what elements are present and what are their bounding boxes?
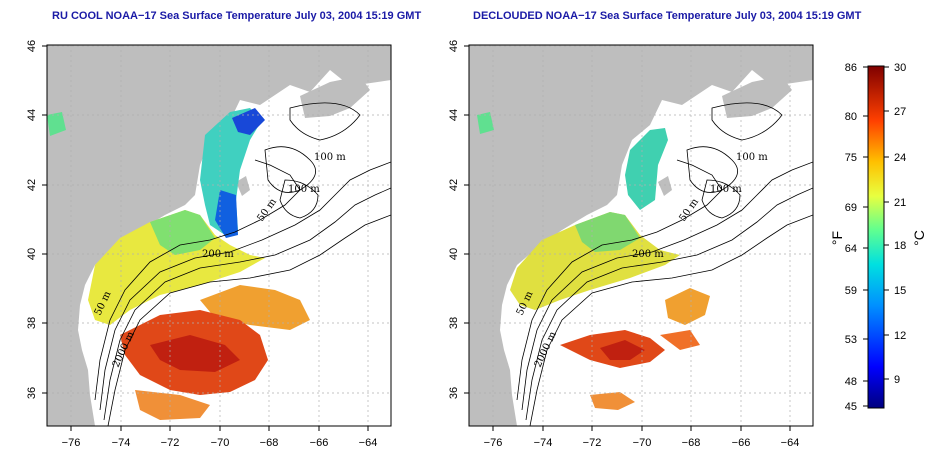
right-x-tick: −74 xyxy=(534,437,553,449)
right-depth-label-100m-a: 100 m xyxy=(736,152,768,163)
left-y-tick: 44 xyxy=(26,109,38,121)
right-map-frame xyxy=(468,44,814,427)
right-y-tick: 40 xyxy=(448,248,460,260)
left-contour-gom xyxy=(264,146,317,193)
left-map-title: RU COOL NOAA−17 Sea Surface Temperature … xyxy=(52,10,422,22)
left-contour-2000m xyxy=(107,214,391,426)
left-map: 100 m 100 m 50 m 200 m 50 m 2000 m xyxy=(47,45,391,426)
left-land-maritimes xyxy=(300,76,370,118)
left-y-tick: 38 xyxy=(26,317,38,329)
left-x-tick: −64 xyxy=(359,437,378,449)
colorbar: 86 80 75 69 64 59 53 48 45 30 27 24 21 1… xyxy=(829,62,927,413)
right-axis-ticks xyxy=(464,45,791,431)
left-depth-label-200m: 200 m xyxy=(202,249,234,260)
colorbar-c-tick: 27 xyxy=(894,106,906,118)
right-y-tick: 44 xyxy=(448,109,460,121)
colorbar-f-tick: 69 xyxy=(845,202,857,214)
left-contour-bank xyxy=(289,102,361,141)
colorbar-f-tick: 80 xyxy=(845,111,857,123)
left-y-tick: 40 xyxy=(26,248,38,260)
right-y-tick: 36 xyxy=(448,387,460,399)
colorbar-c-tick: 30 xyxy=(894,62,906,74)
left-sst-nw-green xyxy=(47,112,66,136)
left-sst-maine-blue xyxy=(232,108,265,135)
right-x-tick: −76 xyxy=(484,437,503,449)
left-x-tick: −66 xyxy=(310,437,329,449)
left-x-tick: −72 xyxy=(161,437,180,449)
left-land-capecod xyxy=(236,176,250,196)
right-sst-nw-green xyxy=(477,112,494,134)
right-sst-gulf-of-maine xyxy=(625,128,668,210)
left-x-tick: −76 xyxy=(62,437,81,449)
colorbar-f-tick: 64 xyxy=(845,243,857,255)
left-depth-label-100m-b: 100 m xyxy=(288,184,320,195)
right-y-tick: 46 xyxy=(448,40,460,52)
right-land-maritimes xyxy=(722,76,792,118)
left-sst-shelf-yellow xyxy=(88,210,265,325)
right-sst-shelf-green xyxy=(575,212,640,252)
right-land-capecod xyxy=(658,176,672,196)
left-y-tick: 36 xyxy=(26,387,38,399)
right-x-tick: −66 xyxy=(732,437,751,449)
left-depth-label-100m-a: 100 m xyxy=(314,152,346,163)
right-y-tick: 42 xyxy=(448,179,460,191)
right-x-tick: −68 xyxy=(682,437,701,449)
colorbar-c-tick: 24 xyxy=(894,152,906,164)
right-land-mainland xyxy=(469,45,813,426)
colorbar-celsius-unit: °C xyxy=(911,230,927,246)
right-sst-gulfstream-orange xyxy=(665,288,710,325)
right-depth-label-200m: 200 m xyxy=(632,249,664,260)
right-contour-2000m xyxy=(529,214,813,426)
right-sst-gulfstream-dark xyxy=(600,340,645,360)
left-x-tick: −70 xyxy=(211,437,230,449)
colorbar-gradient xyxy=(867,65,885,409)
left-sst-gulfstream-dark xyxy=(150,335,240,372)
right-y-tick: 38 xyxy=(448,317,460,329)
left-contour-50m xyxy=(94,159,301,401)
left-sst-shelf-green xyxy=(150,210,215,255)
left-axis-ticks xyxy=(42,45,369,431)
left-contour-100m xyxy=(99,161,391,411)
colorbar-c-tick: 21 xyxy=(894,197,906,209)
colorbar-c-tick: 15 xyxy=(894,285,906,297)
left-contour-gom2 xyxy=(279,179,319,219)
right-map-title: DECLOUDED NOAA−17 Sea Surface Temperatur… xyxy=(473,10,862,22)
right-x-tick: −64 xyxy=(781,437,800,449)
colorbar-f-tick: 53 xyxy=(845,334,857,346)
left-contour-200m xyxy=(103,187,391,421)
left-x-tick: −68 xyxy=(260,437,279,449)
left-y-tick: 42 xyxy=(26,179,38,191)
colorbar-f-tick: 86 xyxy=(845,62,857,74)
right-x-tick: −72 xyxy=(583,437,602,449)
right-sst-east-orange xyxy=(660,330,700,350)
colorbar-fahrenheit-unit: °F xyxy=(829,231,845,245)
right-x-tick: −70 xyxy=(633,437,652,449)
left-land-mainland xyxy=(47,45,391,426)
left-sst-cold-blue xyxy=(215,190,238,238)
colorbar-c-tick: 9 xyxy=(894,374,900,386)
right-contour-50m xyxy=(516,159,723,401)
left-sst-gulf-of-maine xyxy=(200,108,262,235)
right-sst-south-orange xyxy=(590,392,635,410)
right-depth-label-100m-b: 100 m xyxy=(710,184,742,195)
right-contour-gom xyxy=(686,146,739,193)
right-contour-gom2 xyxy=(701,179,741,219)
right-map: 100 m 100 m 50 m 200 m 50 m 2000 m xyxy=(469,45,813,426)
colorbar-f-tick: 48 xyxy=(845,376,857,388)
left-map-frame xyxy=(46,44,392,427)
right-contour-100m xyxy=(521,161,813,411)
left-x-tick: −74 xyxy=(112,437,131,449)
colorbar-f-tick: 59 xyxy=(845,285,857,297)
colorbar-f-tick: 45 xyxy=(845,401,857,413)
colorbar-f-tick: 75 xyxy=(845,152,857,164)
colorbar-c-tick: 18 xyxy=(894,240,906,252)
right-contour-bank xyxy=(711,102,783,141)
colorbar-c-tick: 12 xyxy=(894,330,906,342)
right-contour-200m xyxy=(525,187,813,421)
left-y-tick: 46 xyxy=(26,40,38,52)
left-sst-south-orange xyxy=(135,390,210,420)
